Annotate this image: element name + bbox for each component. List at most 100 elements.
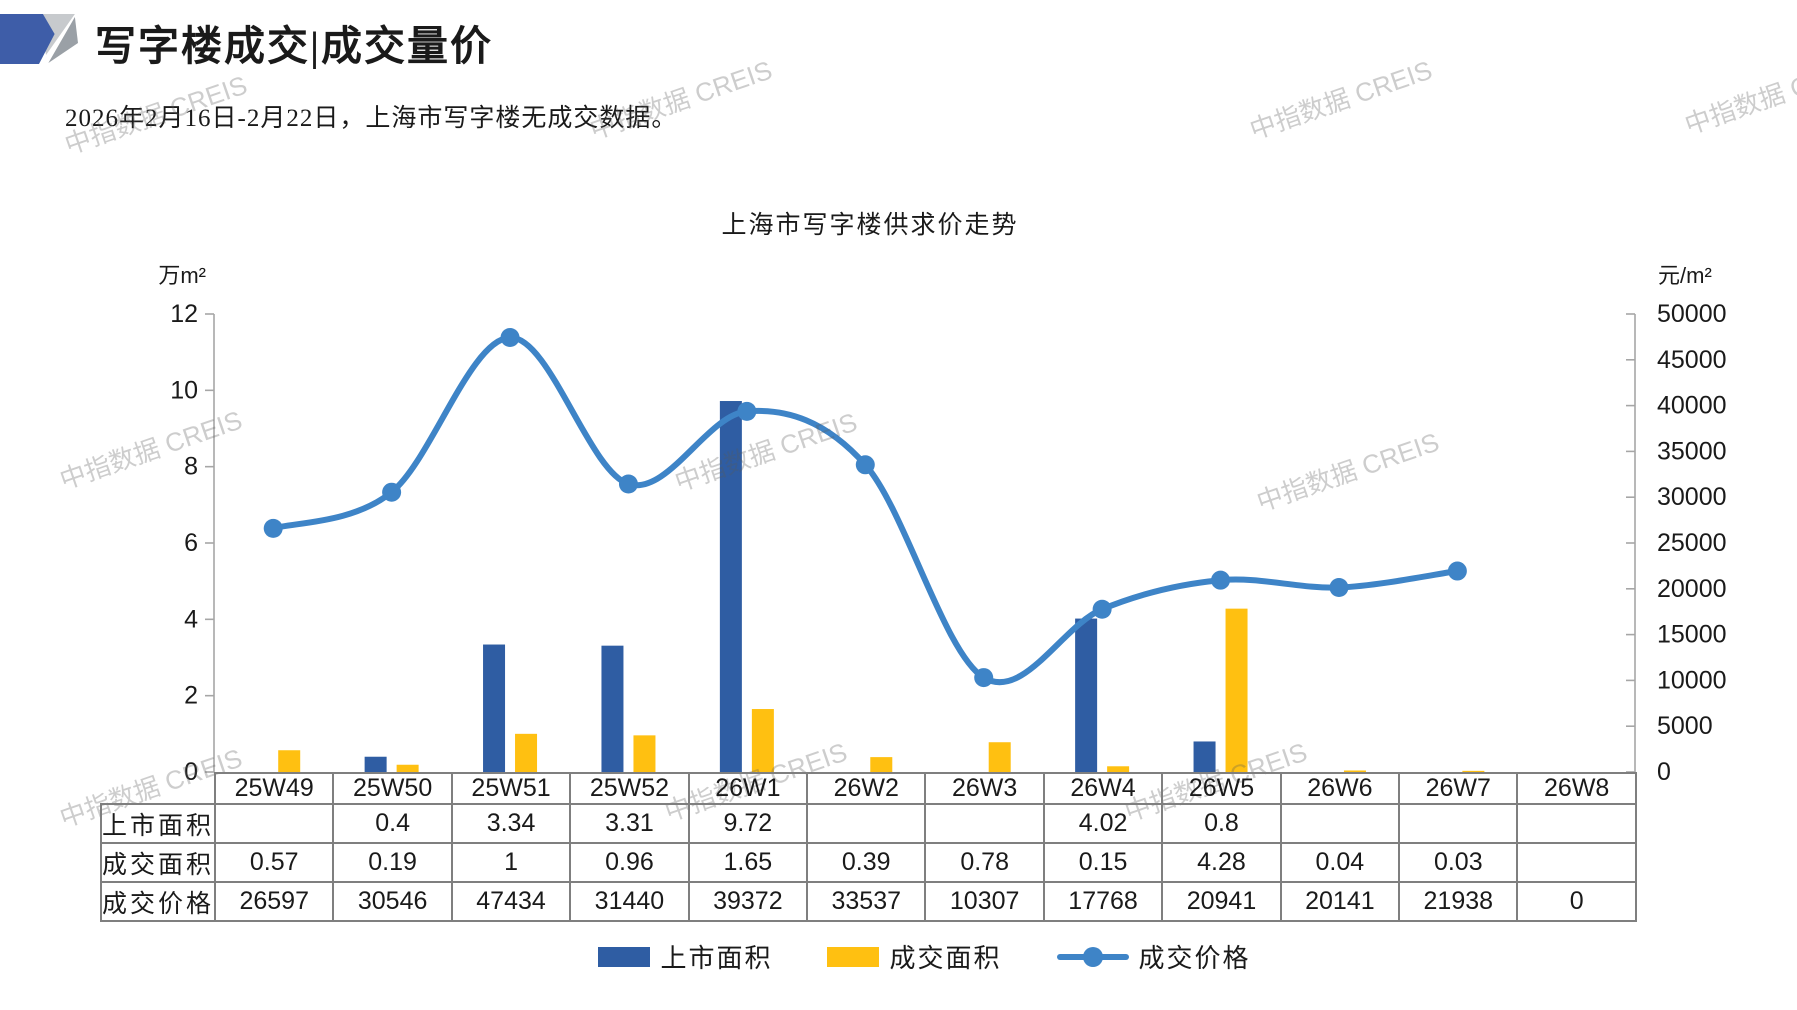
value-cell: 0.39 <box>806 842 927 883</box>
value-cell: 30546 <box>332 881 453 922</box>
price-marker-25W49 <box>263 518 283 538</box>
week-header-cell: 26W5 <box>1161 772 1282 805</box>
week-header-cell: 25W49 <box>214 772 335 805</box>
value-cell: 47434 <box>450 881 572 922</box>
week-header-cell: 26W8 <box>1516 772 1637 805</box>
value-cell: 20141 <box>1279 881 1401 922</box>
left-axis-tick-label: 2 <box>184 682 198 710</box>
legend-item-上市面积: 上市面积 <box>598 938 772 975</box>
table-row: 上市面积 0.4 3.34 3.31 9.72 4.02 0.8 <box>99 803 1637 844</box>
right-axis-tick-label: 25000 <box>1657 529 1727 557</box>
value-cell: 20941 <box>1161 881 1282 922</box>
page-title: 写字楼成交|成交量价 <box>95 23 494 69</box>
value-cell <box>806 803 927 844</box>
left-axis-unit: 万m² <box>158 263 206 288</box>
legend-bar-swatch <box>598 946 651 967</box>
value-cell: 9.72 <box>687 803 809 844</box>
price-marker-26W4 <box>1092 599 1112 619</box>
value-cell: 0.96 <box>569 842 690 883</box>
price-line <box>270 334 1461 686</box>
bar-成交面积-26W3 <box>988 742 1011 772</box>
value-cell: 0.03 <box>1398 842 1519 883</box>
bar-成交面积-26W5 <box>1225 608 1248 772</box>
value-cell: 0.57 <box>214 842 335 883</box>
left-axis-tick-label: 12 <box>170 300 198 328</box>
left-axis-tick-label: 4 <box>184 605 198 633</box>
value-cell: 31440 <box>569 881 690 922</box>
creis-logo <box>0 14 78 64</box>
legend-label: 成交面积 <box>889 944 1002 973</box>
week-header-cell: 26W3 <box>924 772 1045 805</box>
value-cell: 4.02 <box>1042 803 1164 844</box>
week-header-cell: 25W50 <box>332 772 453 805</box>
value-cell: 0.04 <box>1279 842 1401 883</box>
value-cell <box>214 803 335 844</box>
bar-上市面积-26W5 <box>1193 741 1216 772</box>
price-marker-25W50 <box>382 482 402 502</box>
bar-上市面积-25W52 <box>601 645 624 772</box>
value-cell: 0.15 <box>1042 842 1164 883</box>
row-label-cell: 成交价格 <box>99 881 217 922</box>
week-header-cell: 26W4 <box>1042 772 1164 805</box>
right-axis-tick-label: 35000 <box>1657 437 1727 465</box>
right-axis-tick-label: 10000 <box>1657 666 1727 694</box>
value-cell: 10307 <box>924 881 1045 922</box>
left-axis-tick-label: 10 <box>170 376 198 404</box>
week-header-cell: 26W6 <box>1279 772 1401 805</box>
value-cell: 0.8 <box>1161 803 1282 844</box>
right-axis-tick-label: 20000 <box>1657 575 1727 603</box>
right-axis-tick-label: 5000 <box>1657 712 1713 740</box>
bar-成交面积-26W1 <box>751 709 774 772</box>
bar-上市面积-26W1 <box>719 401 742 772</box>
value-cell: 4.28 <box>1161 842 1282 883</box>
chart-legend: 上市面积 成交面积 成交价格 <box>214 938 1635 975</box>
value-cell <box>924 803 1045 844</box>
price-marker-26W1 <box>737 401 757 421</box>
right-axis-tick-label: 0 <box>1657 758 1671 786</box>
table-corner-cell <box>101 773 215 804</box>
bar-上市面积-25W51 <box>483 644 506 772</box>
bar-成交面积-26W2 <box>870 757 893 772</box>
right-axis-unit: 元/m² <box>1658 263 1712 288</box>
bar-成交面积-25W50 <box>396 764 419 772</box>
bar-成交面积-25W52 <box>633 735 656 772</box>
watermark: 中指数据 CREIS <box>670 406 861 498</box>
bar-上市面积-26W4 <box>1075 618 1098 772</box>
bar-上市面积-25W50 <box>364 756 387 772</box>
row-label-cell: 上市面积 <box>99 803 217 844</box>
value-cell: 21938 <box>1398 881 1519 922</box>
watermark: 中指数据 CREIS <box>1245 54 1436 146</box>
legend-line-swatch <box>1056 946 1129 967</box>
value-cell: 3.31 <box>569 803 690 844</box>
price-marker-26W2 <box>855 455 875 475</box>
price-marker-25W51 <box>500 328 520 348</box>
watermark: 中指数据 CREIS <box>1252 426 1443 518</box>
watermark: 中指数据 CREIS <box>1680 49 1797 141</box>
subtitle: 2026年2月16日-2月22日，上海市写字楼无成交数据。 <box>65 105 678 132</box>
value-cell: 0.78 <box>924 842 1045 883</box>
price-marker-26W5 <box>1211 570 1231 590</box>
legend-item-成交价格: 成交价格 <box>1056 938 1251 975</box>
right-axis-tick-label: 50000 <box>1657 300 1727 328</box>
bar-成交面积-25W51 <box>515 733 538 772</box>
week-header-cell: 25W52 <box>569 772 690 805</box>
price-marker-26W7 <box>1447 561 1467 581</box>
value-cell: 0 <box>1516 881 1637 922</box>
value-cell: 39372 <box>687 881 809 922</box>
table-row: 成交价格 26597 30546 47434 31440 39372 33537 10307 1… <box>99 881 1637 922</box>
week-header-cell: 26W7 <box>1398 772 1519 805</box>
left-axis-tick-label: 6 <box>184 529 198 557</box>
legend-label: 成交价格 <box>1138 944 1251 973</box>
value-cell <box>1516 803 1637 844</box>
right-axis-tick-label: 40000 <box>1657 392 1727 420</box>
legend-bar-swatch <box>827 946 880 967</box>
price-marker-25W52 <box>618 474 638 494</box>
value-cell: 17768 <box>1042 881 1164 922</box>
right-axis-tick-label: 45000 <box>1657 346 1727 374</box>
value-cell: 26597 <box>214 881 335 922</box>
value-cell <box>1279 803 1401 844</box>
watermark: 中指数据 CREIS <box>55 404 246 496</box>
value-cell: 33537 <box>806 881 927 922</box>
value-cell: 1.65 <box>687 842 809 883</box>
